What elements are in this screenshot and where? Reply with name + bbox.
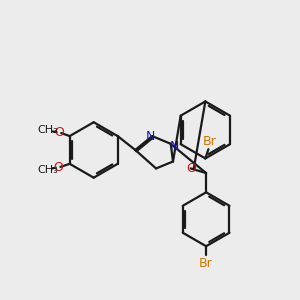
Text: O: O <box>54 126 64 139</box>
Text: CH₃: CH₃ <box>37 165 58 175</box>
Text: N: N <box>170 140 179 153</box>
Text: Br: Br <box>199 257 213 270</box>
Text: O: O <box>53 161 63 174</box>
Text: N: N <box>146 130 155 143</box>
Text: CH₃: CH₃ <box>38 125 58 135</box>
Text: O: O <box>187 162 196 175</box>
Text: Br: Br <box>202 135 216 148</box>
